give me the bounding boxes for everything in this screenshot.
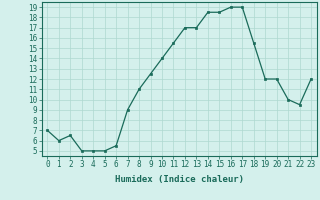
X-axis label: Humidex (Indice chaleur): Humidex (Indice chaleur) xyxy=(115,175,244,184)
